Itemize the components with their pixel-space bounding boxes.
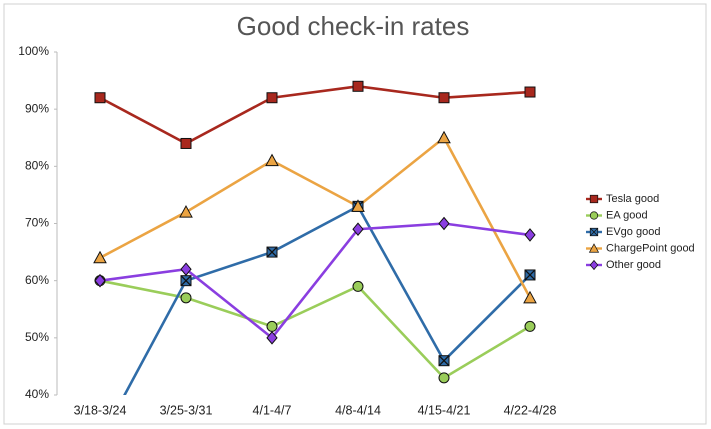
marker <box>179 205 193 218</box>
marker-box <box>180 137 192 149</box>
y-tick-label: 50% <box>25 330 49 344</box>
marker <box>524 269 536 281</box>
y-tick-label: 100% <box>18 44 49 58</box>
legend-label: Tesla good <box>606 193 659 205</box>
marker <box>352 80 364 92</box>
y-tick-label: 40% <box>25 387 49 401</box>
marker <box>180 275 192 287</box>
series-line <box>99 222 531 340</box>
marker <box>438 355 450 367</box>
chart-border <box>3 3 707 425</box>
marker-cross <box>266 246 278 258</box>
marker <box>437 130 451 144</box>
marker-box <box>352 80 364 92</box>
marker <box>523 290 537 304</box>
legend-marker <box>589 194 599 204</box>
marker <box>180 292 192 304</box>
marker <box>180 262 192 277</box>
marker-cross <box>524 269 536 281</box>
legend-marker <box>589 259 599 271</box>
marker <box>438 92 450 104</box>
legend-label: EA good <box>606 209 648 221</box>
y-tick-label: 70% <box>25 216 49 230</box>
marker <box>266 92 278 104</box>
y-tick-label: 60% <box>25 273 49 287</box>
marker <box>524 228 536 242</box>
marker <box>524 86 536 98</box>
legend-cross <box>589 227 599 237</box>
chart-title: Good check-in rates <box>237 11 470 41</box>
x-tick-label: 4/8-4/14 <box>335 403 381 417</box>
legend-diamond <box>589 259 599 271</box>
series-line <box>99 279 531 380</box>
legend-box <box>589 194 599 204</box>
plot-area <box>93 80 537 395</box>
x-tick-label: 3/18-3/24 <box>74 403 127 417</box>
series-line <box>99 135 532 299</box>
marker-box <box>266 92 278 104</box>
y-tick-label: 90% <box>25 101 49 115</box>
legend-marker <box>588 243 600 253</box>
y-tick-label: 80% <box>25 159 49 173</box>
series-line <box>123 204 531 395</box>
legend-label: ChargePoint good <box>606 242 695 254</box>
marker <box>93 250 107 264</box>
marker <box>265 153 279 167</box>
marker <box>524 320 536 332</box>
marker <box>352 280 364 292</box>
marker <box>352 222 364 236</box>
legend-label: Other good <box>606 259 661 271</box>
x-tick-label: 3/25-3/31 <box>160 403 213 417</box>
x-tick-label: 4/22-4/28 <box>504 403 557 417</box>
marker-cross <box>180 275 192 287</box>
marker-box <box>438 92 450 104</box>
legend-label: EVgo good <box>606 226 660 238</box>
marker <box>266 331 278 345</box>
x-tick-label: 4/15-4/21 <box>418 403 471 417</box>
x-tick-label: 4/1-4/7 <box>253 403 292 417</box>
marker <box>266 320 278 332</box>
legend-circle <box>589 211 599 220</box>
marker-box <box>94 92 106 104</box>
legend-triangle <box>588 243 600 253</box>
legend-marker <box>589 227 599 237</box>
marker-box <box>524 86 536 98</box>
series-line <box>99 84 531 145</box>
marker <box>94 273 106 288</box>
marker <box>266 246 278 258</box>
marker <box>351 199 365 212</box>
marker <box>438 216 450 231</box>
marker <box>180 137 192 149</box>
marker <box>94 92 106 104</box>
marker <box>438 372 450 384</box>
legend-marker <box>589 211 599 220</box>
marker-cross <box>438 355 450 367</box>
